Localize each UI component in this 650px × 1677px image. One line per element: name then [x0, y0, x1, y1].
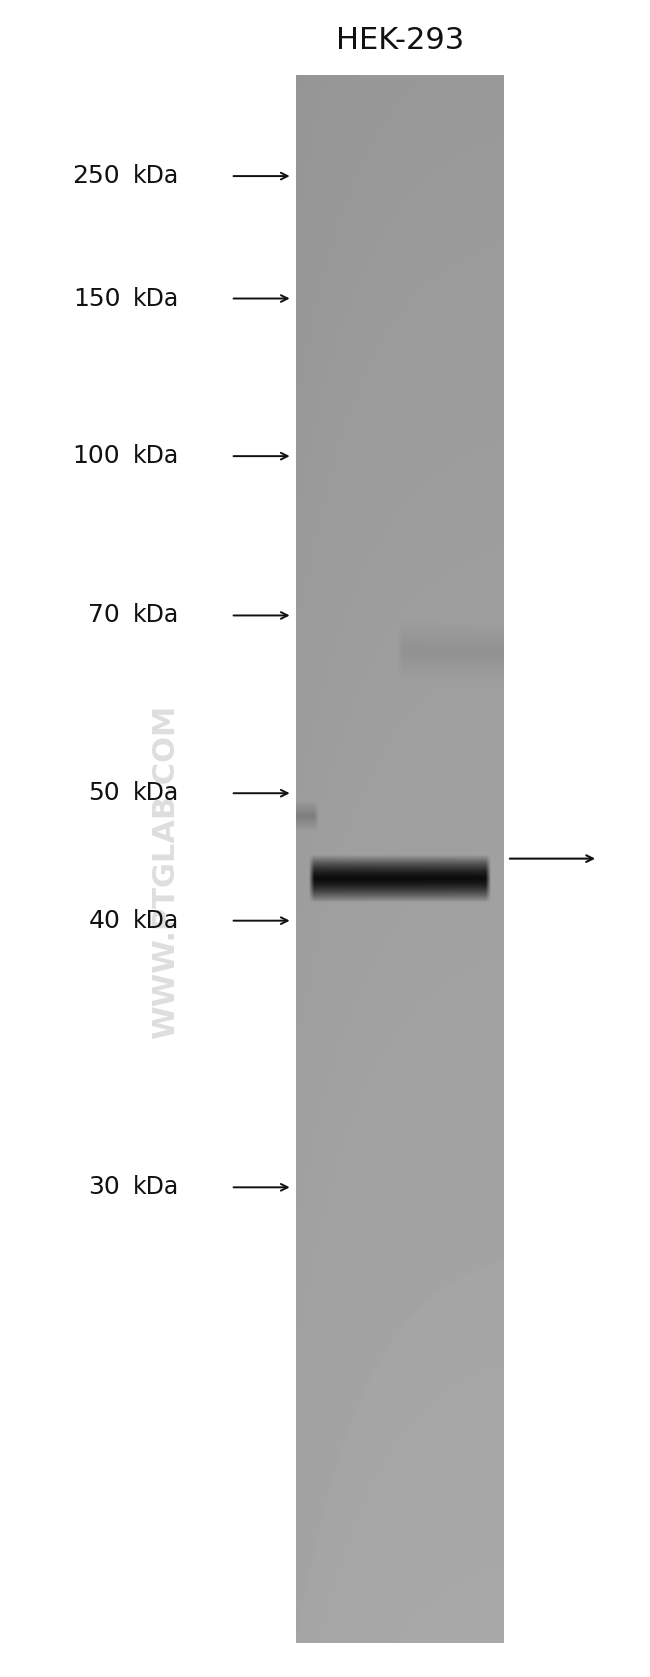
Text: 40: 40	[88, 909, 120, 932]
Text: 70: 70	[88, 604, 120, 627]
Text: kDa: kDa	[133, 781, 179, 805]
Text: 30: 30	[88, 1176, 120, 1199]
Text: kDa: kDa	[133, 444, 179, 468]
Text: 150: 150	[73, 287, 120, 310]
Text: kDa: kDa	[133, 1176, 179, 1199]
Text: 100: 100	[73, 444, 120, 468]
Text: 250: 250	[73, 164, 120, 188]
Text: kDa: kDa	[133, 909, 179, 932]
Text: kDa: kDa	[133, 164, 179, 188]
Text: WWW.PTGLAB.COM: WWW.PTGLAB.COM	[151, 704, 180, 1040]
Text: HEK-293: HEK-293	[335, 27, 464, 55]
Text: kDa: kDa	[133, 287, 179, 310]
Text: 50: 50	[88, 781, 120, 805]
Text: kDa: kDa	[133, 604, 179, 627]
